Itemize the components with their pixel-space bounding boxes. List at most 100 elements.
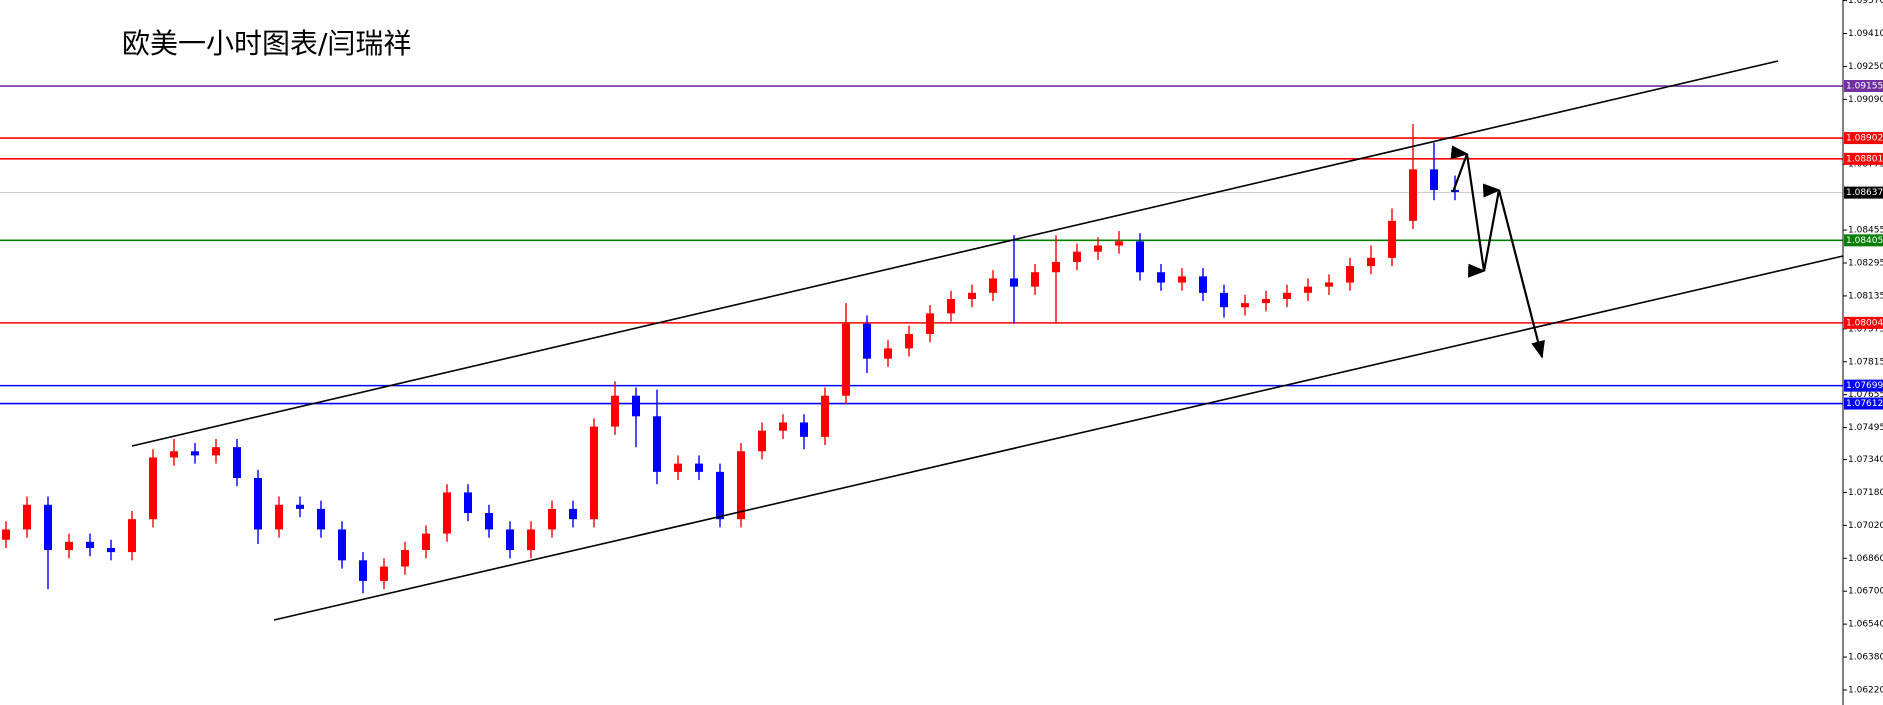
candle-body <box>1409 169 1417 221</box>
candle-body <box>401 550 409 567</box>
candle-body <box>464 492 472 514</box>
candle-body <box>821 395 829 437</box>
candle-body <box>1157 272 1165 283</box>
candle-body <box>44 504 52 551</box>
lower-trend-line <box>273 255 1844 621</box>
candle-body <box>1010 278 1018 287</box>
candle-body <box>863 323 871 359</box>
y-tick-label: 1.06220 <box>1848 685 1883 695</box>
candle-body <box>233 447 241 479</box>
candle-body <box>926 313 934 334</box>
candle-body <box>1094 245 1102 252</box>
candle-body <box>968 292 976 299</box>
y-tick-label: 1.07655 <box>1848 390 1883 400</box>
candle-body <box>590 426 598 520</box>
y-tick-label: 1.09090 <box>1848 95 1883 105</box>
candle-body <box>1199 276 1207 293</box>
level-label: 1.08405 <box>1846 236 1883 246</box>
candle-body <box>380 566 388 581</box>
candle-body <box>86 541 94 548</box>
chart-title: 欧美一小时图表/闫瑞祥 <box>122 27 411 60</box>
candle-body <box>296 504 304 509</box>
candle-body <box>1325 282 1333 287</box>
candle-body <box>1031 272 1039 287</box>
level-label-box <box>1844 379 1883 392</box>
candle-body <box>527 529 535 551</box>
candle-body <box>506 529 514 551</box>
level-label: 1.08902 <box>1846 134 1883 144</box>
candle-body <box>149 457 157 520</box>
levels <box>0 85 1843 405</box>
y-tick-label: 1.07495 <box>1848 423 1883 433</box>
level-label: 1.08801 <box>1846 154 1883 164</box>
y-tick-label: 1.09250 <box>1848 62 1883 72</box>
level-label-box <box>1844 316 1883 329</box>
candle-body <box>905 333 913 349</box>
candle-body <box>989 278 997 293</box>
candle-body <box>653 416 661 472</box>
candle-body <box>1346 266 1354 283</box>
candle-body <box>569 508 577 520</box>
candle-body <box>422 533 430 551</box>
candle-body <box>1136 241 1144 273</box>
y-tick-label: 1.06540 <box>1848 620 1883 630</box>
price-axis-ticks: 1.095701.094101.092501.090901.087751.084… <box>1843 0 1883 695</box>
candle-body <box>338 529 346 561</box>
y-tick-label: 1.06700 <box>1848 587 1883 597</box>
level-label-box <box>1844 152 1883 165</box>
candle-body <box>947 298 955 314</box>
candle-body <box>632 395 640 417</box>
candle-body <box>737 451 745 520</box>
level-label: 1.08004 <box>1846 318 1883 328</box>
candle-body <box>170 451 178 458</box>
candle-body <box>191 451 199 456</box>
candle-body <box>1388 220 1396 258</box>
level-label-box <box>1844 80 1883 93</box>
candle-body <box>1073 251 1081 262</box>
candle-body <box>359 560 367 581</box>
y-tick-label: 1.06860 <box>1848 554 1883 564</box>
candle-body <box>695 463 703 472</box>
candle-body <box>884 348 892 359</box>
candle-body <box>1115 241 1123 246</box>
level-label-box <box>1844 132 1883 145</box>
candle-body <box>1241 303 1249 308</box>
candle-body <box>758 430 766 452</box>
y-tick-label: 1.07975 <box>1848 324 1883 334</box>
candle-body <box>779 422 787 431</box>
level-label: 1.08637 <box>1846 188 1883 198</box>
y-tick-label: 1.08295 <box>1848 258 1883 268</box>
level-label: 1.07699 <box>1846 381 1883 391</box>
forecast-arrows <box>1450 145 1545 359</box>
candle-body <box>1283 292 1291 299</box>
candle-body <box>2 529 10 540</box>
candle-body <box>485 513 493 530</box>
candle-body <box>1304 286 1312 293</box>
candle-body <box>254 478 262 530</box>
candle-body <box>212 447 220 456</box>
candle-body <box>1367 257 1375 267</box>
upper-trend-line <box>131 60 1779 447</box>
y-tick-label: 1.09570 <box>1848 0 1883 6</box>
candle-body <box>65 541 73 551</box>
level-label: 1.07612 <box>1846 399 1883 409</box>
level-label-box <box>1844 234 1883 247</box>
level-label-box <box>1844 397 1883 410</box>
y-tick-label: 1.07340 <box>1848 455 1883 465</box>
candle-body <box>1220 292 1228 308</box>
candle-body <box>107 547 115 553</box>
y-tick-label: 1.08455 <box>1848 226 1883 236</box>
candle-body <box>674 463 682 472</box>
candle-body <box>842 323 850 396</box>
level-label-box <box>1844 186 1883 199</box>
candle-body <box>275 504 283 530</box>
candle-body <box>716 471 724 520</box>
candle-body <box>1052 261 1060 273</box>
candle-body <box>1262 298 1270 304</box>
candle-body <box>611 395 619 427</box>
y-tick-label: 1.08135 <box>1848 291 1883 301</box>
level-label: 1.09155 <box>1846 82 1883 92</box>
candle-body <box>23 504 31 530</box>
candle-body <box>317 508 325 530</box>
